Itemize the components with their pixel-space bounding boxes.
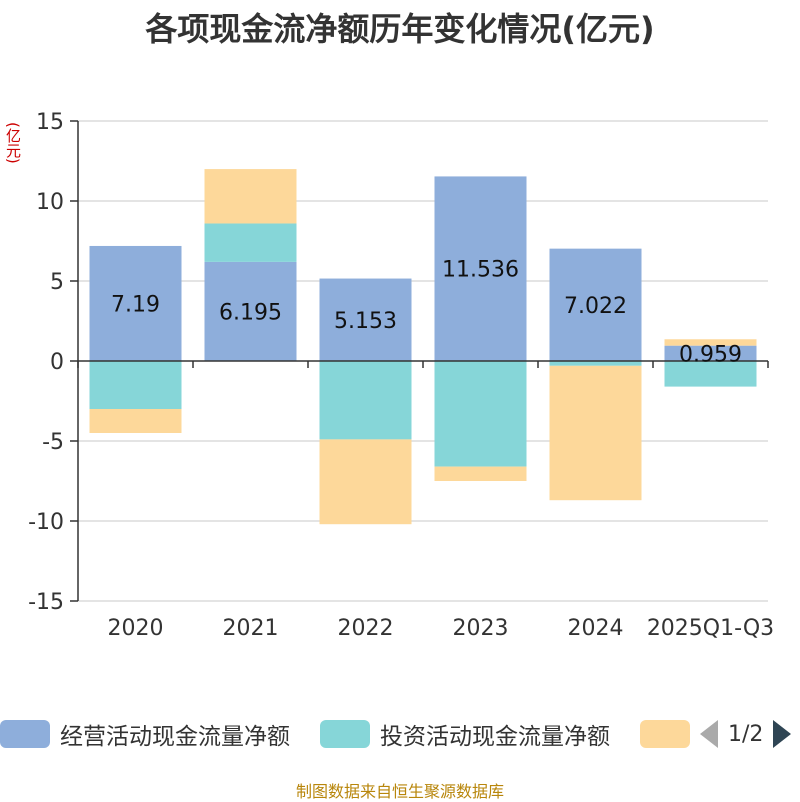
x-tick-label: 2022 <box>338 616 394 641</box>
bar-2024-series-1[interactable] <box>549 361 642 366</box>
legend-swatch-investing <box>320 720 370 748</box>
y-tick-label: 10 <box>36 190 64 215</box>
x-tick-label: 2023 <box>453 616 509 641</box>
data-label-2020: 7.19 <box>111 292 160 317</box>
bar-2020-series-0[interactable] <box>89 245 182 361</box>
legend-label-operating: 经营活动现金流量净额 <box>60 724 290 750</box>
bar-2022-series-2[interactable] <box>319 439 412 525</box>
bar-2025Q1-Q3-series-1[interactable] <box>664 361 757 387</box>
data-label-2021: 6.195 <box>219 300 282 325</box>
y-tick-label: 0 <box>50 350 64 375</box>
legend-swatch-financing <box>640 720 690 748</box>
bar-2025Q1-Q3-series-2[interactable] <box>664 339 757 346</box>
legend: 经营活动现金流量净额 投资活动现金流量净额 1/2 <box>0 716 800 752</box>
bar-2020-series-2[interactable] <box>89 409 182 433</box>
legend-prev-page-icon[interactable] <box>700 720 718 748</box>
legend-item-financing[interactable] <box>640 716 700 752</box>
x-tick-label: 2024 <box>568 616 624 641</box>
legend-pager: 1/2 <box>700 716 792 752</box>
bar-2020-series-1[interactable] <box>89 361 182 409</box>
y-axis-unit: (亿元) <box>4 122 22 164</box>
bar-2024-series-2[interactable] <box>549 365 642 501</box>
bar-2021-series-1[interactable] <box>204 223 297 262</box>
x-tick-label: 2020 <box>108 616 164 641</box>
legend-item-investing[interactable]: 投资活动现金流量净额 <box>320 716 610 752</box>
legend-item-operating[interactable]: 经营活动现金流量净额 <box>0 716 290 752</box>
x-tick-label: 2021 <box>223 616 279 641</box>
bar-2022-series-1[interactable] <box>319 361 412 440</box>
chart-canvas: 15 10 5 0 -5 -10 -15 7.19 6.195 5.153 11.536 7.022 0… <box>28 110 774 641</box>
bar-2023-series-2[interactable] <box>434 466 527 481</box>
chart-title: 各项现金流净额历年变化情况(亿元) <box>145 10 655 48</box>
legend-page-indicator: 1/2 <box>728 721 764 747</box>
bar-2024-series-0[interactable] <box>549 248 642 361</box>
data-source-note: 制图数据来自恒生聚源数据库 <box>295 782 504 801</box>
legend-label-investing: 投资活动现金流量净额 <box>380 724 610 750</box>
bar-2023-series-0[interactable] <box>434 176 527 361</box>
y-tick-label: -15 <box>28 590 64 615</box>
bar-2021-series-2[interactable] <box>204 169 297 224</box>
data-label-2024: 7.022 <box>564 294 627 319</box>
bar-2025Q1-Q3-series-0[interactable] <box>664 345 757 361</box>
bar-2022-series-0[interactable] <box>319 278 412 361</box>
y-tick-label: -5 <box>42 430 64 455</box>
legend-swatch-operating <box>0 720 50 748</box>
bar-2021-series-0[interactable] <box>204 261 297 361</box>
x-tick-label: 2025Q1-Q3 <box>647 616 774 641</box>
y-tick-label: 15 <box>36 110 64 135</box>
legend-next-page-icon[interactable] <box>773 720 792 748</box>
data-label-2022: 5.153 <box>334 309 397 334</box>
y-tick-label: 5 <box>50 270 64 295</box>
bar-2023-series-1[interactable] <box>434 361 527 467</box>
y-tick-label: -10 <box>28 510 64 535</box>
data-label-2025Q1-Q3: 0.959 <box>679 342 742 367</box>
data-label-2023: 11.536 <box>442 258 519 283</box>
